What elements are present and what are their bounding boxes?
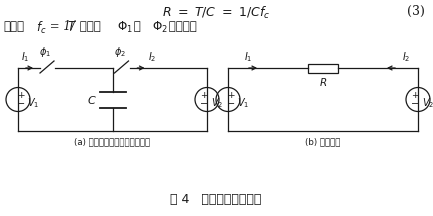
Text: $I_2$: $I_2$ bbox=[402, 50, 410, 64]
Text: $I_1$: $I_1$ bbox=[244, 50, 252, 64]
Text: $C$: $C$ bbox=[87, 94, 97, 105]
Text: 其中，: 其中， bbox=[3, 20, 24, 33]
Text: $V_2$: $V_2$ bbox=[211, 97, 223, 110]
Text: $V_1$: $V_1$ bbox=[237, 97, 249, 110]
Text: +: + bbox=[200, 91, 208, 100]
Text: $R\ =\ T/C\ =\ 1/Cf_c$: $R\ =\ T/C\ =\ 1/Cf_c$ bbox=[162, 5, 270, 21]
Text: +: + bbox=[17, 91, 25, 100]
Text: 和: 和 bbox=[130, 20, 145, 33]
Text: 的频率。: 的频率。 bbox=[165, 20, 197, 33]
Text: −: − bbox=[17, 99, 25, 109]
Text: $T$: $T$ bbox=[67, 20, 77, 33]
Text: $I_1$: $I_1$ bbox=[21, 50, 29, 64]
Text: −: − bbox=[227, 99, 235, 109]
Text: (3): (3) bbox=[407, 5, 425, 18]
Text: $f_c$: $f_c$ bbox=[36, 20, 47, 36]
Text: $V_2$: $V_2$ bbox=[422, 97, 433, 110]
Text: $R$: $R$ bbox=[319, 76, 327, 87]
Text: −: − bbox=[411, 99, 419, 109]
Text: $\phi_2$: $\phi_2$ bbox=[113, 45, 126, 59]
Text: $\Phi_2$: $\Phi_2$ bbox=[152, 20, 168, 35]
Text: $\phi_1$: $\phi_1$ bbox=[39, 45, 51, 59]
Text: 是信号: 是信号 bbox=[76, 20, 104, 33]
Text: (b) 连续电阻: (b) 连续电阻 bbox=[305, 137, 341, 146]
Text: −: − bbox=[200, 99, 208, 109]
Text: +: + bbox=[227, 91, 235, 100]
Text: +: + bbox=[411, 91, 419, 100]
Text: $I_2$: $I_2$ bbox=[149, 50, 157, 64]
Text: $\Phi_1$: $\Phi_1$ bbox=[117, 20, 133, 35]
Bar bbox=[308, 64, 338, 73]
Text: 图 4   一种电阻模拟方法: 图 4 一种电阻模拟方法 bbox=[170, 193, 262, 206]
Text: (a) 并联开关电容电阻原理电路: (a) 并联开关电容电阻原理电路 bbox=[74, 137, 151, 146]
Text: $V_1$: $V_1$ bbox=[27, 97, 39, 110]
Text: = 1/: = 1/ bbox=[46, 20, 75, 33]
